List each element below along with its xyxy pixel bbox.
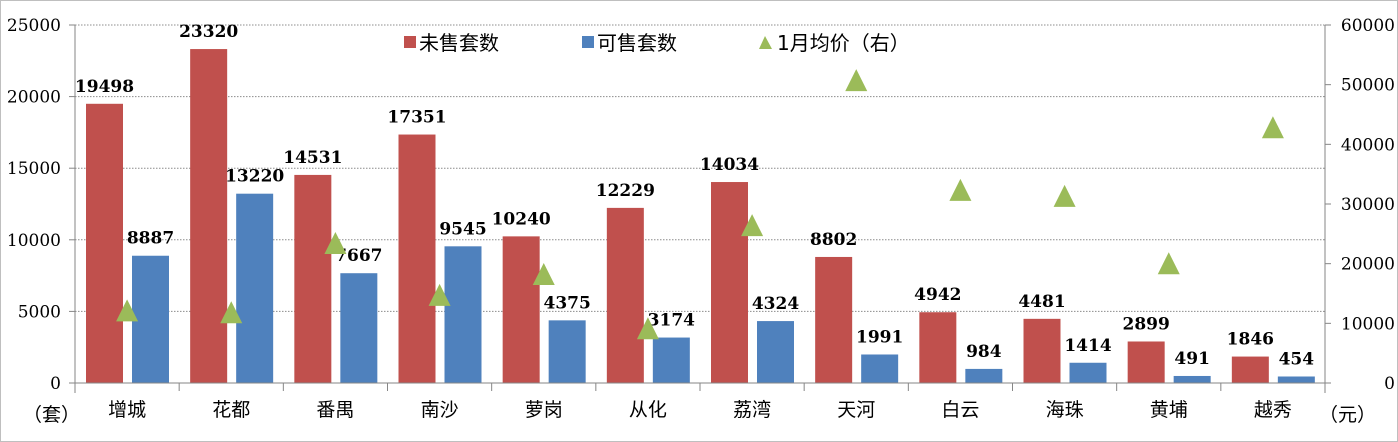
available-value-label: 13220 [225,167,284,187]
right-tick-label: 50000 [1341,76,1395,96]
unsold-value-label: 23320 [179,22,238,42]
unsold-bar [1023,318,1061,383]
left-unit-label: （套） [23,404,80,426]
left-tick-label: 0 [50,374,61,394]
right-tick-label: 40000 [1341,135,1395,155]
unsold-value-label: 12229 [596,181,655,201]
unsold-bar [294,174,332,383]
price-marker [220,301,243,324]
available-value-label: 9545 [439,219,486,239]
available-value-label: 491 [1174,349,1210,369]
category-label: 从化 [629,399,667,421]
price-marker [324,231,347,254]
unsold-value-label: 14034 [700,155,759,175]
available-bar [757,321,794,383]
unsold-bar [190,49,228,384]
category-label: 白云 [941,399,979,421]
unsold-bar [711,182,748,383]
unsold-value-label: 19498 [75,77,134,97]
available-bar [965,368,1003,383]
price-marker [532,263,555,286]
unsold-bar [919,312,957,383]
category-label: 萝岗 [525,399,563,421]
category-label: 番禺 [316,399,354,421]
legend-swatch-unsold [404,36,416,48]
unsold-bar [398,134,436,383]
price-marker [1157,252,1180,275]
legend-triangle-icon [759,36,772,49]
category-label: 海珠 [1046,399,1084,421]
available-bar [1277,376,1315,383]
left-tick-label: 25000 [7,16,61,36]
legend-label-available: 可售套数 [597,31,677,55]
category-label: 黄埔 [1150,399,1188,421]
available-value-label: 984 [966,342,1002,362]
unsold-bar [1127,341,1165,383]
unsold-bar [502,236,540,383]
category-label: 天河 [837,399,875,421]
right-tick-label: 60000 [1341,16,1395,36]
unsold-value-label: 4942 [914,285,961,305]
unsold-value-label: 17351 [387,108,446,128]
legend-label-price: 1月均价（右） [777,31,910,55]
price-marker [428,283,451,306]
available-bar [132,255,169,383]
right-unit-label: （元） [1319,404,1376,426]
available-bar [861,354,899,383]
available-bar [1069,362,1107,383]
right-tick-label: 10000 [1341,314,1395,334]
category-label: 花都 [212,399,250,421]
left-tick-label: 10000 [7,231,61,251]
price-marker [949,178,972,201]
price-marker [845,69,868,92]
category-label: 荔湾 [733,399,771,421]
available-value-label: 1991 [856,327,903,347]
available-bar [236,193,274,383]
left-tick-label: 15000 [7,159,61,179]
price-marker [1261,116,1284,139]
category-label: 增城 [108,399,146,421]
available-value-label: 8887 [127,229,174,249]
available-bar [1173,375,1211,383]
available-bar [340,273,378,383]
available-value-label: 4324 [752,294,799,314]
available-bar [652,337,690,383]
available-value-label: 7667 [335,246,382,266]
right-tick-label: 30000 [1341,195,1395,215]
available-value-label: 4375 [544,293,591,313]
unsold-bar [86,103,123,384]
unsold-bar [815,256,853,383]
price-marker [1053,184,1076,207]
left-tick-label: 20000 [7,88,61,108]
price-marker [636,317,659,340]
category-label: 越秀 [1254,399,1292,421]
price-marker [116,299,139,322]
right-tick-label: 0 [1384,374,1395,394]
left-tick-label: 5000 [18,302,61,322]
available-bar [444,246,482,383]
legend-swatch-available [582,36,594,48]
unsold-value-label: 2899 [1123,314,1170,334]
available-bar [548,320,586,383]
available-value-label: 454 [1279,349,1315,369]
unsold-value-label: 14531 [283,148,342,168]
price-marker [741,214,764,237]
unsold-value-label: 8802 [810,230,857,250]
unsold-bar [1231,356,1269,383]
available-value-label: 1414 [1064,336,1111,356]
unsold-value-label: 10240 [492,209,551,229]
unsold-value-label: 4481 [1018,292,1065,312]
right-tick-label: 20000 [1341,255,1395,275]
available-value-label: 3174 [648,311,695,331]
unsold-value-label: 1846 [1227,330,1274,350]
legend-label-unsold: 未售套数 [419,31,499,55]
unsold-bar [606,207,644,383]
category-label: 南沙 [421,399,459,421]
